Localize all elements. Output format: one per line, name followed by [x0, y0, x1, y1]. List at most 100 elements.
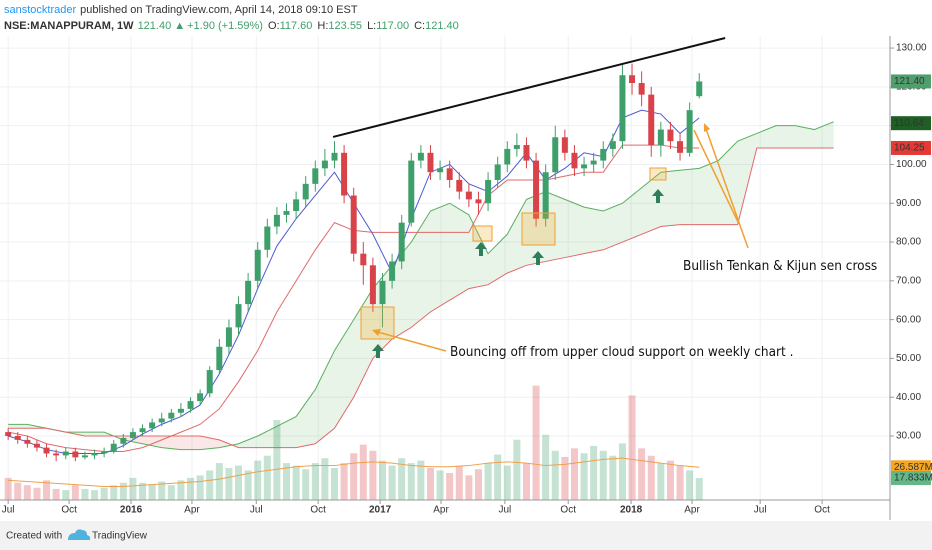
brand: TradingView — [92, 531, 148, 542]
cloud-fill — [468, 214, 489, 289]
up-arrow — [372, 344, 384, 358]
candle-body — [225, 327, 232, 347]
price-badge — [891, 460, 931, 475]
x-tick-label: Jul — [498, 505, 511, 516]
candle-body — [331, 152, 338, 161]
volume-bar — [590, 445, 598, 500]
volume-bar — [417, 460, 425, 500]
volume-bar — [340, 463, 348, 500]
cloud-fill — [8, 424, 28, 429]
candle-body — [379, 280, 386, 305]
y-tick-label: 60.00 — [896, 314, 921, 325]
volume-bar — [494, 454, 502, 500]
x-tick-label: Apr — [184, 505, 200, 516]
volume-bar — [350, 453, 358, 500]
y-tick-label: 50.00 — [896, 353, 921, 364]
volume-bar — [426, 468, 434, 500]
volume-bar — [618, 443, 626, 500]
candle-body — [542, 172, 549, 219]
volume-bar — [465, 475, 473, 500]
y-tick-label: 80.00 — [896, 237, 921, 248]
candle-body — [312, 168, 319, 184]
volume-bar — [283, 463, 291, 500]
volume-bar — [158, 481, 166, 500]
cloud-fill — [660, 170, 681, 227]
x-tick-label: Apr — [433, 505, 449, 516]
volume-bar — [71, 485, 79, 500]
candle-body — [197, 393, 204, 402]
candle-body — [696, 81, 703, 97]
candle-body — [398, 222, 405, 262]
volume-bar — [695, 478, 703, 500]
volume-bar — [330, 468, 338, 500]
candle-body — [91, 453, 98, 456]
header-line-2: NSE:MANAPPURAM, 1W 121.40 ▲ +1.90 (+1.59%) O… — [4, 20, 459, 32]
volume-bar — [167, 485, 175, 500]
candle-body — [264, 226, 271, 250]
candle-body — [110, 443, 117, 452]
y-tick-label: 90.00 — [896, 198, 921, 209]
candle-body — [638, 82, 645, 95]
cloud-fill — [699, 160, 719, 225]
x-tick-label: Oct — [560, 505, 576, 516]
indicator-line — [8, 121, 834, 451]
volume-bar — [187, 477, 195, 500]
trendline — [332, 37, 726, 138]
price-badge-label: 104.25 — [894, 143, 925, 154]
volume-bar — [215, 463, 223, 500]
candle-body — [389, 261, 396, 281]
cloud-fill — [622, 187, 642, 243]
header-line-1: sanstocktrader published on TradingView.c… — [4, 4, 358, 16]
candle-body — [101, 451, 108, 454]
plot — [4, 37, 834, 500]
cloud-fill — [315, 350, 335, 444]
volume-bar — [33, 487, 41, 500]
candle-body — [216, 346, 223, 371]
candle-body — [53, 453, 60, 456]
volume-bar — [532, 385, 540, 500]
candle-body — [648, 94, 655, 146]
ohlc-key: C: — [414, 20, 425, 32]
volume-bar — [561, 456, 569, 500]
pointer — [693, 129, 739, 223]
candle-body — [513, 145, 520, 149]
candle-body — [273, 214, 280, 227]
price-badge-label: 17.833M — [894, 473, 932, 484]
volume-bar — [474, 469, 482, 500]
volume-bar — [110, 485, 118, 500]
cloud-fill — [737, 133, 757, 225]
ohlc-value: 121.40 — [425, 20, 459, 32]
created-with: Created with — [6, 531, 62, 542]
candle-body — [686, 110, 693, 153]
volume-bar — [676, 465, 684, 500]
candle-body — [254, 249, 261, 281]
cloud-fill — [392, 242, 412, 340]
change: +1.90 (+1.59%) — [187, 20, 263, 32]
volume-bar — [609, 455, 617, 500]
candle-body — [149, 422, 156, 429]
volume-bar — [599, 450, 607, 500]
cloud-fill — [526, 191, 546, 266]
candle-body — [465, 191, 472, 200]
volume-bar — [148, 484, 156, 500]
x-tick-label: 2016 — [120, 505, 143, 516]
volume-bar — [129, 477, 137, 500]
highlight-box — [649, 167, 667, 181]
candle-body — [456, 179, 463, 192]
candle-body — [417, 152, 424, 161]
cloud-fill — [584, 207, 604, 254]
pointer — [704, 125, 749, 249]
candle-body — [369, 265, 376, 305]
volume-bar — [23, 485, 31, 500]
candle-body — [571, 152, 578, 169]
candle-body — [43, 447, 50, 454]
volume-bar — [455, 465, 463, 500]
cloud-fill — [84, 432, 105, 436]
volume-bar — [580, 453, 588, 500]
candle-body — [504, 148, 511, 165]
candle-body — [168, 412, 175, 419]
cloud-fill — [161, 435, 181, 450]
candle-body — [5, 432, 12, 436]
y-tick-label: 130.00 — [896, 43, 927, 54]
